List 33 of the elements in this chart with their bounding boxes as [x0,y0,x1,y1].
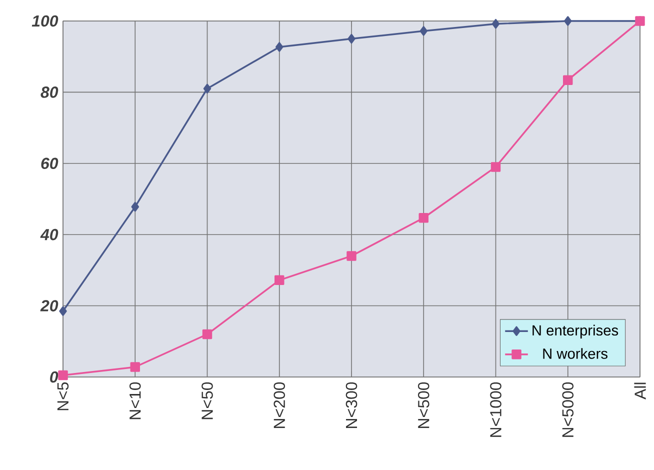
point [274,275,284,286]
point [492,18,500,29]
point [276,42,284,52]
point [130,362,140,372]
x-tick-label: N<200 [274,382,286,428]
point [131,202,139,212]
y-tick-label: 100 [32,15,58,27]
x-tick-label: All [634,382,646,400]
y-tick-label: 40 [40,228,58,240]
point [490,162,501,172]
x-tick-label: N<5000 [562,382,574,437]
point [564,16,572,26]
y-tick-label: 20 [40,300,58,312]
y-tick-label: 80 [40,86,58,98]
y-tick-label: 0 [50,371,58,383]
y-tick-label: 60 [41,158,58,170]
x-tick-label: N<5 [57,382,69,410]
point [202,329,212,340]
point [59,306,67,316]
point [346,251,356,261]
point [348,34,356,44]
point [203,84,212,94]
x-tick-label: N<300 [346,382,358,428]
point [420,26,428,36]
point [418,212,428,223]
legend-label: N workers [543,348,608,359]
x-tick-label: N<500 [418,382,430,428]
point [58,370,68,380]
point [562,75,573,85]
legend-label: N enterprises [532,324,618,338]
x-tick-label: N<10 [129,382,141,420]
x-tick-label: N<1000 [490,382,502,437]
x-tick-label: N<50 [202,382,213,420]
